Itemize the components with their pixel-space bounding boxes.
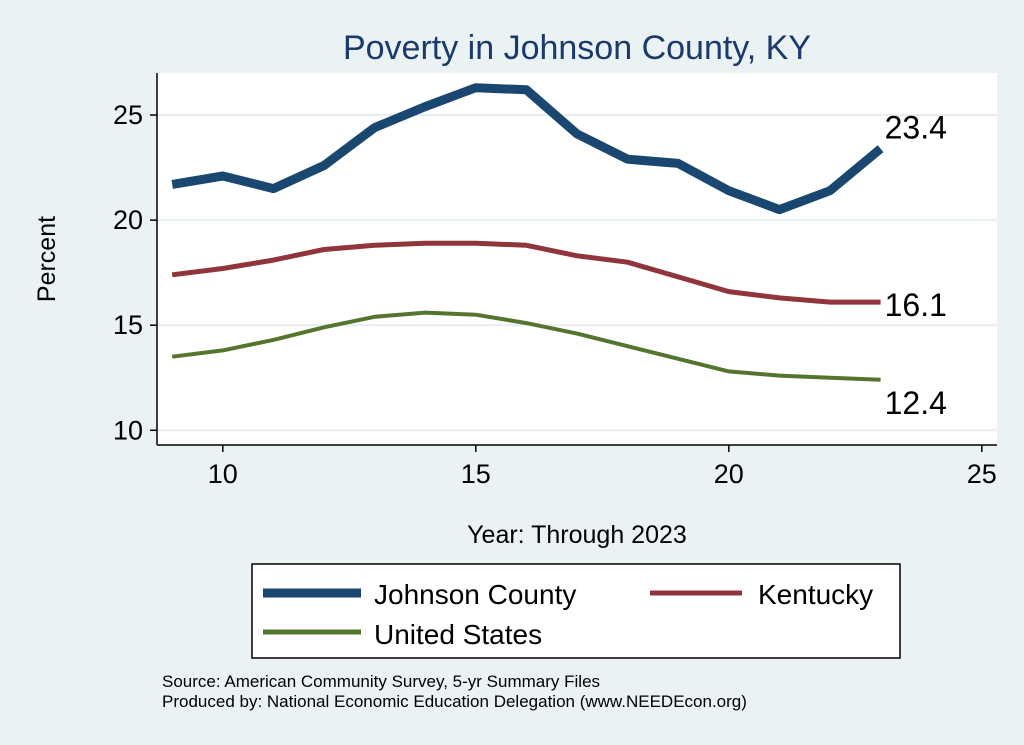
end-label-johnson-county: 23.4 <box>885 110 947 146</box>
producer-note: Produced by: National Economic Education… <box>162 692 747 711</box>
end-labels: 23.4 16.1 12.4 <box>885 110 947 421</box>
chart-title: Poverty in Johnson County, KY <box>343 29 811 67</box>
series-lines <box>171 83 884 382</box>
end-label-kentucky: 16.1 <box>885 287 947 323</box>
y-tick-label-20: 20 <box>113 205 143 235</box>
x-tick-label-25: 25 <box>967 459 997 489</box>
legend-label-johnson-county: Johnson County <box>374 579 576 610</box>
legend-label-kentucky: Kentucky <box>758 579 873 610</box>
y-tick-label-15: 15 <box>113 310 143 340</box>
axes: 10 15 20 25 10 15 20 25 <box>113 73 997 489</box>
x-axis-label: Year: Through 2023 <box>467 521 687 549</box>
legend-label-united-states: United States <box>374 619 542 650</box>
x-tick-label-15: 15 <box>461 459 491 489</box>
legend: Johnson County Kentucky United States <box>251 563 901 659</box>
legend-box <box>251 563 901 659</box>
y-tick-label-25: 25 <box>113 100 143 130</box>
source-note: Source: American Community Survey, 5-yr … <box>162 672 601 691</box>
x-tick-label-10: 10 <box>208 459 238 489</box>
x-tick-label-20: 20 <box>714 459 744 489</box>
end-label-united-states: 12.4 <box>885 385 947 421</box>
y-axis-label: Percent <box>33 216 61 302</box>
grid-lines <box>157 114 997 432</box>
y-tick-label-10: 10 <box>113 415 143 445</box>
